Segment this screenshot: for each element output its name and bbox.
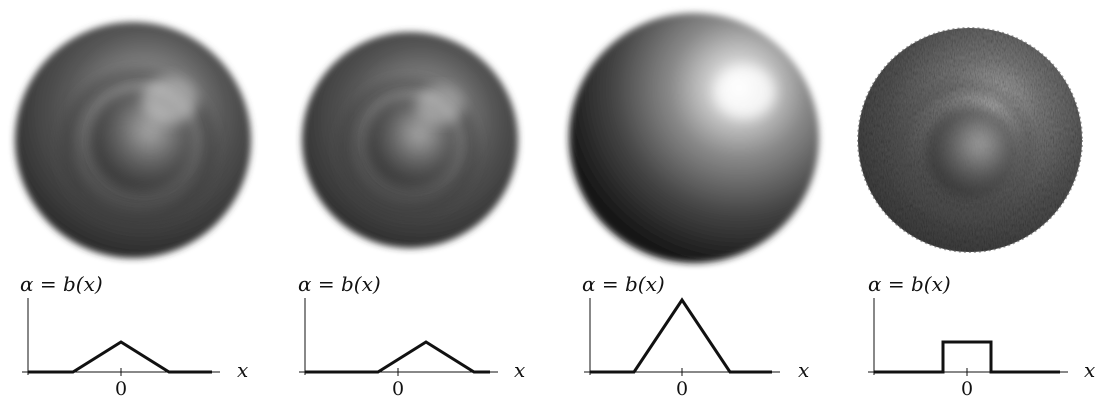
origin-label: 0: [676, 378, 688, 400]
sphere-image-1: [15, 22, 251, 258]
x-axis-label: x: [514, 358, 525, 382]
origin-label: 0: [392, 378, 404, 400]
y-axis-label: α = b(x): [298, 272, 381, 296]
sphere-image-3: [569, 13, 819, 263]
kernel-curve: [305, 340, 490, 374]
kernel-curve: [874, 340, 1060, 374]
kernel-plot-3: α = b(x) x 0: [582, 272, 809, 400]
origin-label: 0: [115, 378, 127, 400]
sphere-image-2: [302, 32, 518, 248]
y-axis-label: α = b(x): [20, 272, 103, 296]
y-axis-label: α = b(x): [868, 272, 951, 296]
kernel-plot-2: α = b(x) x 0: [298, 272, 525, 400]
kernel-plot-4: α = b(x) x 0: [868, 272, 1095, 400]
y-axis-label: α = b(x): [582, 272, 665, 296]
kernel-plot-1: α = b(x) x 0: [20, 272, 248, 400]
origin-label: 0: [961, 378, 973, 400]
x-axis-label: x: [237, 358, 248, 382]
kernel-curve: [28, 340, 212, 374]
kernel-curve: [590, 297, 772, 374]
x-axis-label: x: [1084, 358, 1095, 382]
x-axis-label: x: [798, 358, 809, 382]
sphere-image-4: [857, 27, 1083, 253]
